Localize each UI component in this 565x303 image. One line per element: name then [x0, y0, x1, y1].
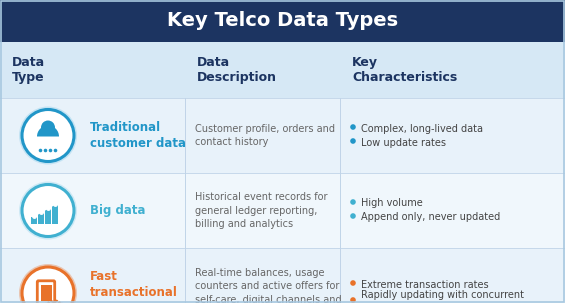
Circle shape [44, 149, 47, 152]
Text: High volume: High volume [361, 198, 423, 208]
Text: Low update rates: Low update rates [361, 138, 446, 148]
FancyBboxPatch shape [0, 42, 565, 98]
FancyBboxPatch shape [0, 0, 565, 42]
Circle shape [22, 109, 74, 161]
Circle shape [41, 121, 55, 135]
Text: Fast
transactional
data: Fast transactional data [90, 270, 178, 303]
FancyBboxPatch shape [52, 205, 58, 224]
Circle shape [19, 106, 77, 165]
Circle shape [54, 149, 57, 152]
Text: Traditional
customer data: Traditional customer data [90, 121, 186, 150]
Circle shape [350, 138, 356, 144]
Text: Key Telco Data Types: Key Telco Data Types [167, 12, 398, 31]
Text: Data
Type: Data Type [12, 56, 45, 84]
FancyBboxPatch shape [45, 208, 51, 224]
Circle shape [350, 297, 356, 303]
Circle shape [350, 199, 356, 205]
FancyBboxPatch shape [0, 98, 565, 173]
Text: Rapidly updating with concurrent
network and customer actions: Rapidly updating with concurrent network… [361, 290, 524, 303]
Circle shape [49, 149, 53, 152]
Text: Complex, long-lived data: Complex, long-lived data [361, 124, 483, 134]
Circle shape [350, 280, 356, 286]
FancyBboxPatch shape [0, 248, 565, 303]
FancyBboxPatch shape [37, 281, 55, 303]
Text: Historical event records for
general ledger reporting,
billing and analytics: Historical event records for general led… [195, 192, 328, 229]
FancyBboxPatch shape [0, 173, 565, 248]
Circle shape [22, 185, 74, 237]
Circle shape [22, 267, 74, 303]
Circle shape [19, 264, 77, 303]
FancyBboxPatch shape [41, 285, 51, 301]
Text: Big data: Big data [90, 204, 146, 217]
Text: Data
Description: Data Description [197, 56, 277, 84]
Circle shape [350, 124, 356, 130]
Text: Append only, never updated: Append only, never updated [361, 212, 500, 222]
Text: Key
Characteristics: Key Characteristics [352, 56, 457, 84]
FancyBboxPatch shape [38, 212, 44, 224]
Circle shape [38, 149, 42, 152]
Wedge shape [37, 125, 59, 136]
Circle shape [19, 181, 77, 239]
Text: Customer profile, orders and
contact history: Customer profile, orders and contact his… [195, 124, 335, 147]
Text: Extreme transaction rates: Extreme transaction rates [361, 279, 489, 289]
FancyBboxPatch shape [31, 217, 37, 224]
Circle shape [350, 213, 356, 219]
Text: Real-time balances, usage
counters and active offers for
self-care, digital chan: Real-time balances, usage counters and a… [195, 268, 342, 303]
